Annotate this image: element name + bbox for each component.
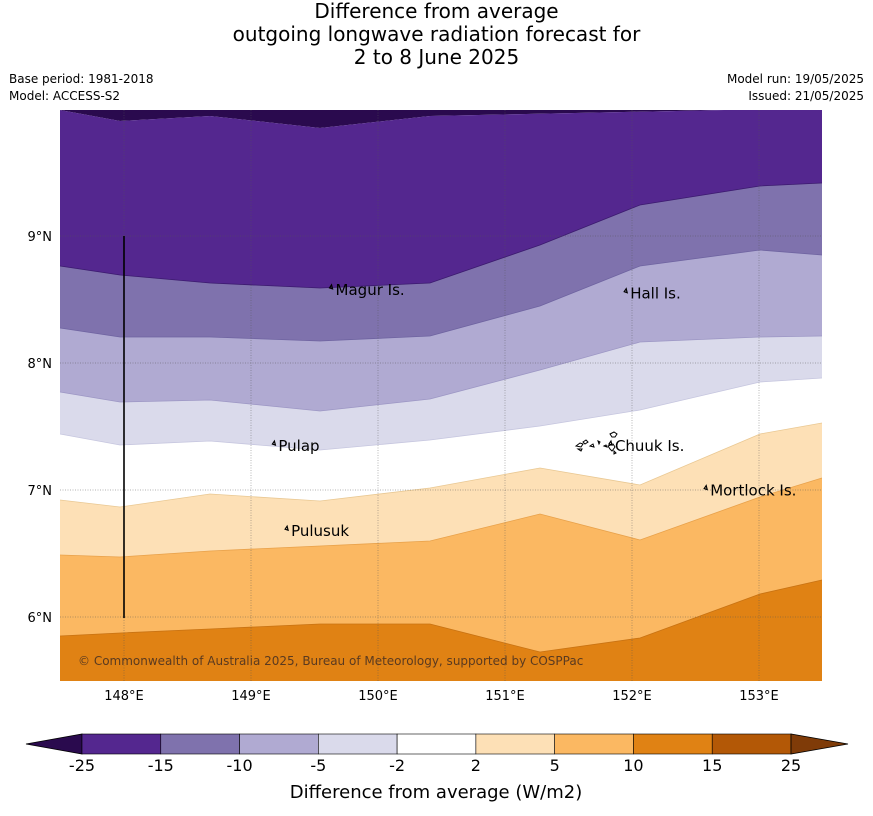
colorbar-segment — [318, 733, 398, 755]
colorbar-segment — [554, 733, 634, 755]
place-label: Pulusuk — [291, 522, 349, 540]
title-line-3: 2 to 8 June 2025 — [353, 45, 520, 69]
colorbar-tick-label: 5 — [550, 756, 560, 775]
lon-tick-label: 149°E — [231, 689, 271, 704]
band-5-to-10 — [60, 478, 822, 652]
band-minus-25-to-minus-15 — [60, 110, 822, 288]
place-label: Pulap — [278, 437, 319, 455]
place-label: Chuuk Is. — [615, 437, 684, 455]
chuuk-lagoon-outline — [574, 431, 618, 455]
colorbar-segment — [475, 733, 555, 755]
contour-fill: © Commonwealth of Australia 2025, Bureau… — [60, 110, 822, 681]
latitude-axis: 9°N 8°N 7°N 6°N — [28, 230, 53, 626]
island-marker — [703, 484, 709, 491]
colorbar-tick-label: 15 — [702, 756, 722, 775]
colorbar-extend-low — [25, 733, 83, 755]
model-run: Model run: 19/05/2025 — [726, 72, 864, 86]
lon-tick-label: 151°E — [485, 689, 525, 704]
band-lt-minus-25 — [60, 110, 724, 128]
island-marker — [328, 283, 334, 290]
chart-title: Difference from average outgoing longwav… — [0, 0, 873, 69]
lat-tick-label: 6°N — [28, 611, 53, 626]
colorbar-tick-label: 2 — [471, 756, 481, 775]
island-marker — [623, 287, 629, 294]
island-marker — [284, 524, 289, 532]
colorbar-title: Difference from average (W/m2) — [290, 782, 582, 803]
place-label: Mortlock Is. — [710, 482, 796, 500]
base-period: Base period: 1981-2018 — [9, 72, 154, 86]
band-10-to-15 — [60, 580, 822, 681]
lat-tick-label: 8°N — [28, 357, 53, 372]
colorbar-tick-label: 25 — [781, 756, 801, 775]
colorbar-tick-label: -5 — [310, 756, 326, 775]
colorbar-segment — [396, 733, 477, 755]
lat-tick-label: 7°N — [28, 484, 53, 499]
colorbar-segment — [160, 733, 240, 755]
colorbar-segment — [239, 733, 319, 755]
lon-tick-label: 153°E — [739, 689, 779, 704]
title-line-1: Difference from average — [314, 0, 559, 23]
island-marker — [271, 439, 277, 447]
meta-left: Base period: 1981-2018 Model: ACCESS-S2 — [9, 71, 154, 105]
model-name: Model: ACCESS-S2 — [9, 89, 121, 103]
band-minus-10-to-minus-5 — [60, 250, 822, 411]
longitude-axis: 148°E 149°E 150°E 151°E 152°E 153°E — [104, 689, 779, 704]
lon-tick-label: 150°E — [358, 689, 398, 704]
colorbar-tick-label: -15 — [148, 756, 174, 775]
colorbar-extend-high — [790, 733, 849, 755]
place-labels: Magur Is. Hall Is. Pulap Chuuk Is. Mortlock … — [278, 281, 796, 540]
colorbar-segment — [711, 733, 792, 755]
colorbar-tick-label: -2 — [389, 756, 405, 775]
place-label: Hall Is. — [630, 285, 681, 303]
colorbar-segment — [633, 733, 713, 755]
place-label: Magur Is. — [336, 281, 405, 299]
colorbar-tick-label: -25 — [69, 756, 95, 775]
colorbar-segment — [81, 733, 162, 755]
issued-date: Issued: 21/05/2025 — [748, 89, 864, 103]
colorbar-tick-label: -10 — [226, 756, 252, 775]
colorbar-tick-label: 10 — [623, 756, 643, 775]
lon-tick-label: 148°E — [104, 689, 144, 704]
band-minus-15-to-minus-10 — [60, 183, 822, 341]
lat-tick-label: 9°N — [28, 230, 53, 245]
band-minus-5-to-minus-2 — [60, 336, 822, 450]
contour-lines — [60, 182, 822, 653]
title-line-2: outgoing longwave radiation forecast for — [232, 22, 641, 46]
copyright-notice: © Commonwealth of Australia 2025, Bureau… — [78, 654, 583, 668]
meta-right: Model run: 19/05/2025 Issued: 21/05/2025 — [727, 71, 864, 105]
lon-tick-label: 152°E — [612, 689, 652, 704]
